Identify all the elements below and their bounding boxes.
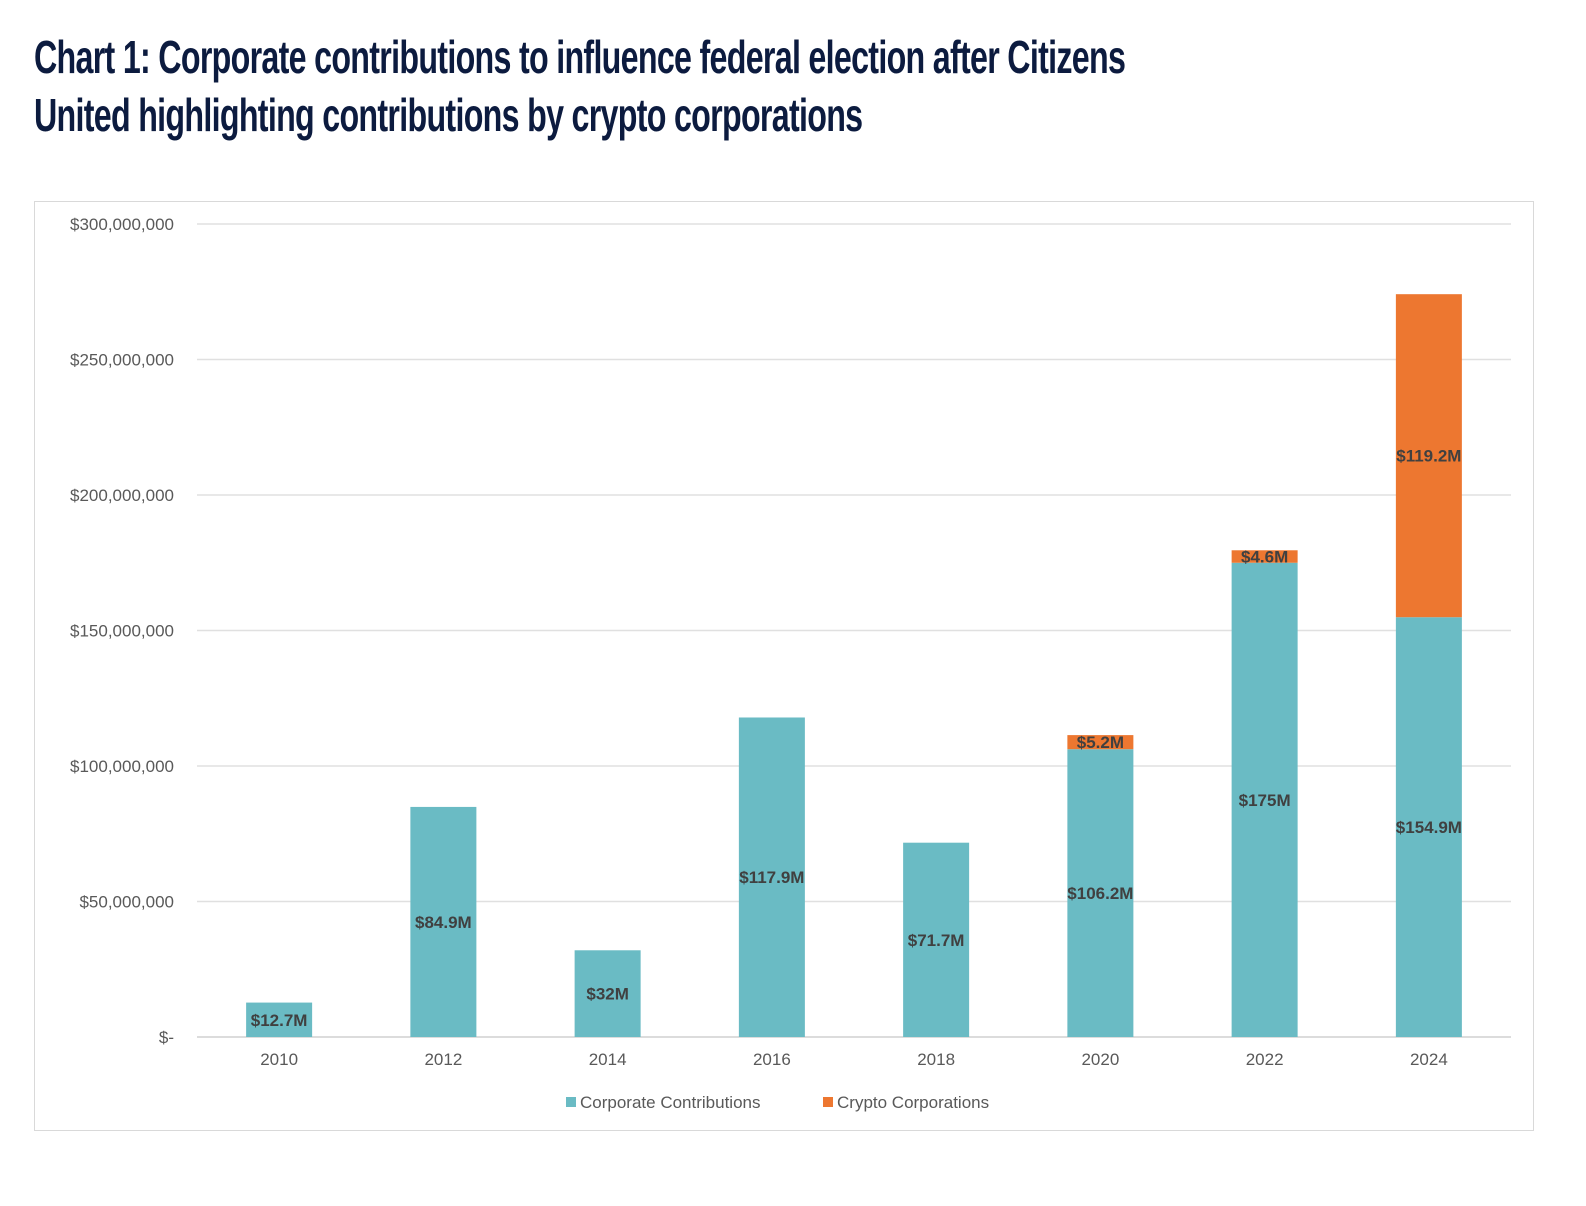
bar-segment-corporate: [574, 950, 641, 1037]
x-tick-label: 2020: [1081, 1050, 1119, 1069]
y-tick-label: $-: [159, 1028, 174, 1047]
y-tick-label: $300,000,000: [70, 215, 174, 234]
data-label: $154.9M: [1396, 818, 1462, 837]
data-label: $106.2M: [1067, 884, 1133, 903]
legend-swatch: [823, 1097, 833, 1107]
y-tick-label: $200,000,000: [70, 486, 174, 505]
data-label: $4.6M: [1241, 548, 1288, 567]
chart-title-line-1: Chart 1: Corporate contributions to infl…: [34, 31, 1126, 83]
y-tick-label: $250,000,000: [70, 351, 174, 370]
y-tick-label: $50,000,000: [79, 893, 174, 912]
chart-frame: [34, 201, 1534, 1131]
y-tick-label: $150,000,000: [70, 622, 174, 641]
bar-segment-corporate: [1067, 749, 1134, 1037]
x-tick-label: 2016: [753, 1050, 791, 1069]
y-tick-label: $100,000,000: [70, 757, 174, 776]
legend-swatch: [566, 1097, 576, 1107]
x-tick-label: 2012: [424, 1050, 462, 1069]
data-label: $117.9M: [739, 868, 804, 887]
bar-segment-crypto: [1067, 735, 1134, 750]
bar-segment-corporate: [738, 717, 805, 1037]
bar-segment-corporate: [1395, 617, 1462, 1037]
chart-title-line-2: United highlighting contributions by cry…: [34, 89, 863, 141]
bar-segment-corporate: [246, 1002, 313, 1037]
chart-title: Chart 1: Corporate contributions to infl…: [34, 28, 1364, 144]
x-tick-label: 2010: [260, 1050, 298, 1069]
data-label: $119.2M: [1396, 447, 1461, 466]
x-tick-label: 2014: [589, 1050, 627, 1069]
bar-segment-corporate: [903, 842, 970, 1037]
data-label: $32M: [586, 985, 629, 1004]
legend-label: Corporate Contributions: [580, 1093, 760, 1112]
data-label: $84.9M: [415, 913, 472, 932]
bar-segment-corporate: [410, 806, 477, 1037]
bar-segment-crypto: [1395, 294, 1462, 618]
bar-segment-corporate: [1231, 562, 1298, 1037]
x-tick-label: 2024: [1410, 1050, 1448, 1069]
bar-segment-crypto: [1231, 550, 1298, 563]
data-label: $175M: [1239, 791, 1291, 810]
x-tick-label: 2022: [1246, 1050, 1284, 1069]
data-label: $5.2M: [1077, 733, 1124, 752]
legend-label: Crypto Corporations: [837, 1093, 989, 1112]
data-label: $71.7M: [908, 931, 965, 950]
data-label: $12.7M: [251, 1011, 308, 1030]
x-tick-label: 2018: [917, 1050, 955, 1069]
